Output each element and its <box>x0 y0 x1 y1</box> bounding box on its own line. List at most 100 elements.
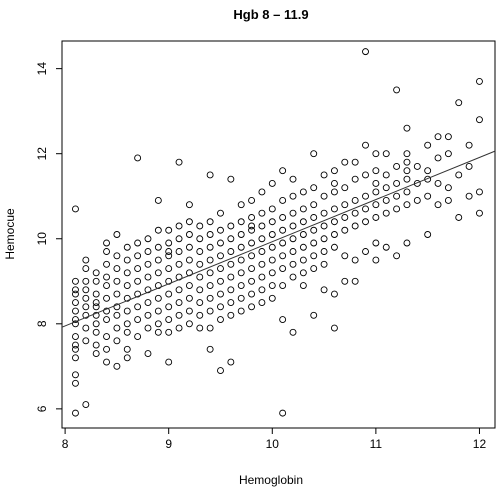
y-tick-label: 14 <box>35 62 49 76</box>
data-point <box>206 324 214 332</box>
data-point <box>206 243 214 251</box>
data-point <box>196 273 204 281</box>
data-point <box>351 222 359 230</box>
data-point <box>217 226 224 234</box>
data-point <box>103 248 110 255</box>
data-point <box>248 214 256 221</box>
data-point <box>185 320 193 328</box>
data-point <box>444 197 452 204</box>
data-point <box>144 299 152 306</box>
data-point <box>134 154 142 162</box>
data-point <box>72 409 79 417</box>
data-point <box>310 226 318 234</box>
data-point <box>351 197 359 204</box>
data-point <box>185 307 193 315</box>
data-point <box>206 307 214 315</box>
data-point <box>144 235 152 243</box>
data-point <box>403 167 411 175</box>
data-point <box>154 197 162 204</box>
data-point <box>330 243 338 251</box>
data-point <box>248 265 256 272</box>
data-point <box>372 256 380 264</box>
data-point <box>351 209 359 217</box>
data-point <box>268 180 276 187</box>
data-point <box>123 354 131 362</box>
data-point <box>299 243 307 251</box>
data-point <box>103 307 110 315</box>
data-point <box>289 192 297 200</box>
data-point <box>403 175 411 183</box>
data-point <box>434 180 442 187</box>
data-point <box>154 226 162 234</box>
data-point <box>92 350 100 358</box>
data-point <box>165 252 173 260</box>
data-point <box>113 311 121 319</box>
data-point <box>258 260 266 268</box>
data-point <box>175 260 183 268</box>
data-point <box>268 231 276 238</box>
data-point <box>330 188 338 196</box>
data-point <box>279 282 287 289</box>
data-point <box>134 239 142 247</box>
data-point <box>476 77 483 85</box>
data-point <box>258 273 266 281</box>
data-point <box>72 307 79 315</box>
data-point <box>330 324 338 332</box>
x-tick-label: 12 <box>473 437 487 451</box>
data-point <box>196 299 204 306</box>
data-point <box>382 243 390 251</box>
data-point <box>217 209 224 217</box>
data-point <box>72 205 79 213</box>
data-point <box>134 252 142 260</box>
data-point <box>144 311 152 319</box>
data-point <box>455 171 463 179</box>
data-point <box>82 311 90 319</box>
data-point <box>113 265 121 272</box>
data-point <box>92 320 100 328</box>
data-point <box>134 290 142 298</box>
data-point <box>403 124 411 132</box>
data-point <box>103 239 110 247</box>
data-point <box>341 226 349 234</box>
data-point <box>113 252 121 260</box>
data-point <box>393 252 401 260</box>
data-point <box>113 303 121 311</box>
data-point <box>113 277 121 285</box>
data-point <box>258 235 266 243</box>
data-point <box>372 180 380 187</box>
data-point <box>237 243 245 251</box>
data-point <box>258 188 266 196</box>
data-point <box>403 188 411 196</box>
data-point <box>92 269 100 277</box>
data-point <box>82 277 90 285</box>
data-point <box>123 282 131 289</box>
data-point <box>289 273 297 281</box>
data-point <box>237 307 245 315</box>
data-point <box>196 235 204 243</box>
data-point <box>310 265 318 272</box>
data-point <box>268 218 276 226</box>
data-point <box>134 316 142 324</box>
data-point <box>175 248 183 255</box>
data-point <box>310 311 318 319</box>
data-point <box>113 231 121 238</box>
data-point <box>185 218 193 226</box>
data-point <box>237 269 245 277</box>
data-point <box>393 205 401 213</box>
data-point <box>372 150 380 158</box>
data-point <box>123 345 131 353</box>
data-point <box>175 222 183 230</box>
data-point <box>92 299 100 306</box>
data-points <box>72 48 483 417</box>
data-point <box>227 311 235 319</box>
data-point <box>134 277 142 285</box>
data-point <box>144 350 152 358</box>
data-point <box>476 116 483 124</box>
data-point <box>279 239 287 247</box>
data-point <box>72 299 79 306</box>
data-point <box>237 201 245 209</box>
data-point <box>92 290 100 298</box>
data-point <box>206 282 214 289</box>
data-point <box>185 282 193 289</box>
